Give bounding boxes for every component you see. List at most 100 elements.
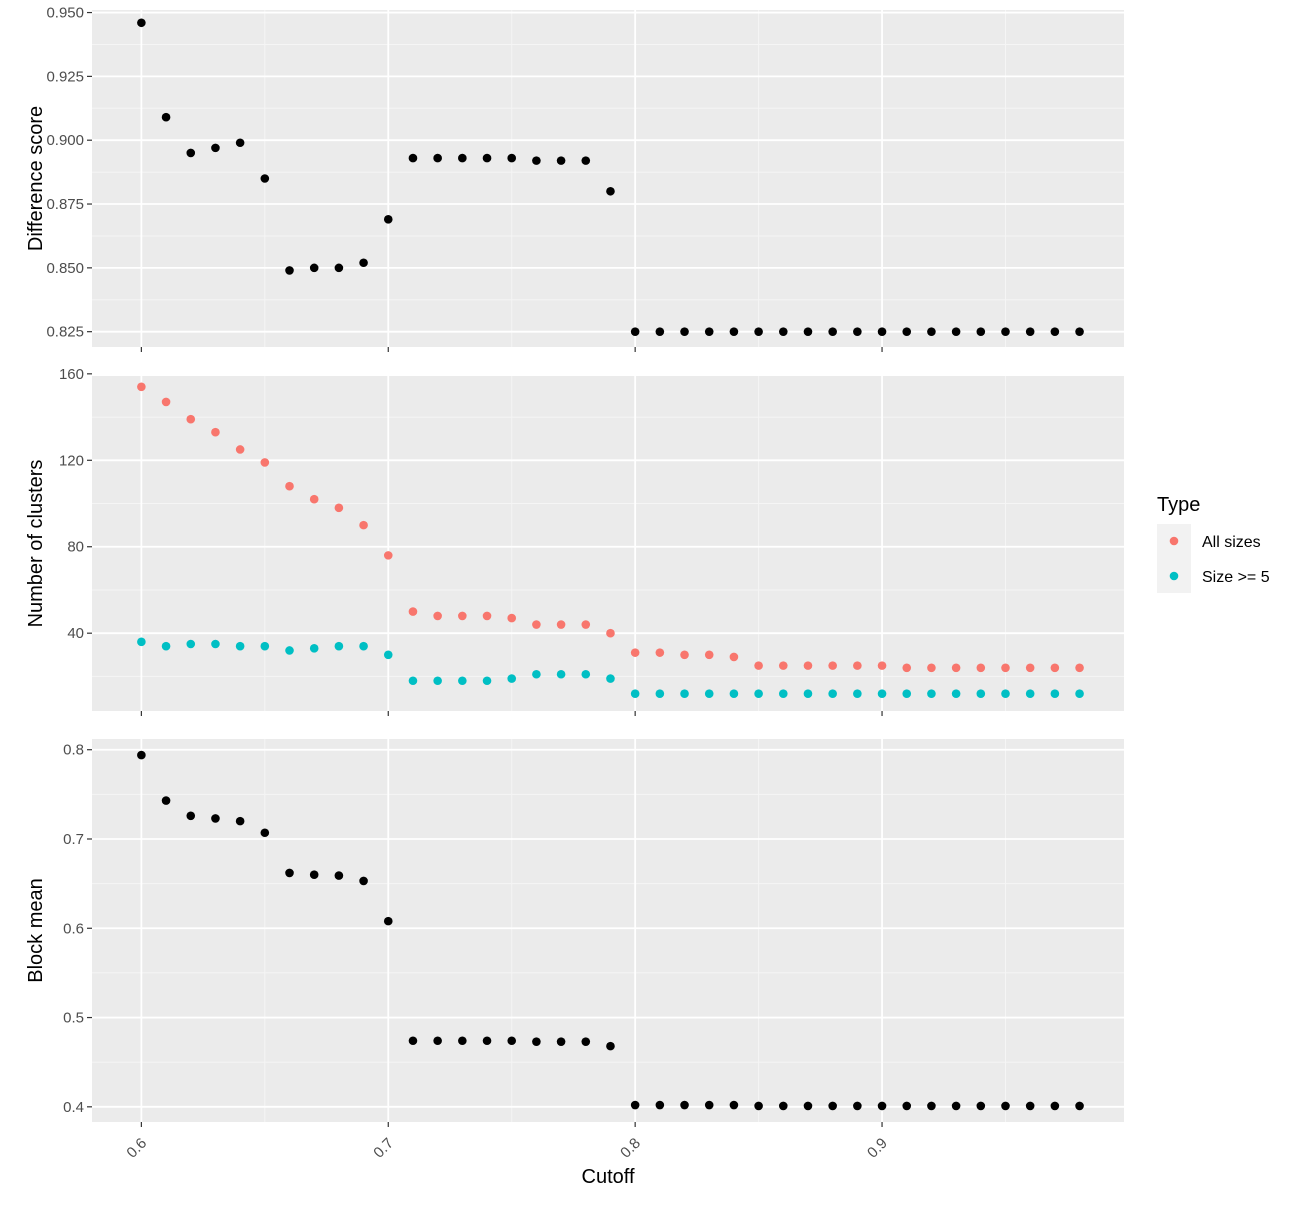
data-point: [408, 1036, 418, 1046]
data-point: [828, 1101, 837, 1111]
data-point: [754, 689, 763, 699]
y-tick-label: 160: [59, 366, 84, 383]
data-point: [1075, 1101, 1084, 1111]
data-point: [729, 1100, 739, 1110]
y-tick-label: 0.6: [63, 920, 84, 937]
data-point: [778, 327, 788, 336]
data-point: [235, 816, 245, 826]
data-point: [359, 876, 368, 886]
data-point: [458, 611, 467, 621]
panel-bottom: 0.4 0.5 0.6 0.7 0.8 Block mean 0.6 0.7 0.8 0.9 Cut…: [25, 739, 1124, 1188]
data-point: [507, 153, 517, 163]
data-point: [309, 870, 319, 880]
data-point: [729, 689, 739, 699]
data-point: [383, 215, 393, 224]
data-point: [1001, 663, 1010, 673]
data-point: [655, 327, 665, 336]
data-point: [704, 1100, 714, 1110]
data-point: [902, 663, 912, 673]
data-point: [211, 814, 220, 823]
legend-key: [1169, 536, 1179, 546]
x-tick-label: 0.7: [370, 1135, 397, 1162]
data-point: [803, 661, 813, 670]
data-point: [161, 397, 171, 407]
x-tick-label: 0.9: [864, 1135, 891, 1162]
y-tick-label: 0.7: [63, 831, 84, 848]
data-point: [581, 620, 591, 629]
y-axis-title: Number of clusters: [25, 460, 47, 628]
panel-background: [92, 739, 1124, 1122]
data-point: [161, 796, 171, 805]
data-point: [1025, 327, 1035, 336]
data-point: [532, 620, 541, 629]
y-tick-label: 120: [59, 452, 84, 469]
data-point: [532, 1037, 541, 1046]
data-point: [877, 689, 887, 699]
data-point: [137, 750, 146, 760]
data-point: [309, 263, 319, 273]
data-point: [211, 639, 220, 649]
data-point: [285, 646, 294, 655]
data-point: [853, 327, 862, 336]
data-point: [828, 327, 837, 336]
data-point: [1001, 1101, 1010, 1111]
data-point: [606, 628, 615, 638]
data-point: [383, 551, 393, 560]
data-point: [877, 327, 887, 336]
data-point: [137, 18, 146, 28]
y-tick-label: 0.875: [46, 196, 84, 213]
data-point: [704, 327, 714, 336]
y-tick-label: 0.8: [63, 742, 84, 759]
data-point: [630, 648, 640, 657]
data-point: [606, 186, 615, 196]
data-point: [532, 156, 541, 165]
data-point: [309, 644, 319, 653]
data-point: [260, 458, 270, 467]
data-point: [507, 674, 517, 683]
data-point: [161, 112, 171, 122]
data-point: [1050, 689, 1060, 699]
data-point: [606, 1041, 615, 1051]
data-point: [458, 153, 467, 163]
data-point: [1001, 327, 1010, 336]
data-point: [754, 661, 763, 670]
data-point: [853, 661, 862, 670]
data-point: [556, 669, 566, 679]
panel-background: [92, 10, 1124, 347]
y-tick-label: 0.4: [63, 1099, 84, 1116]
data-point: [680, 327, 689, 336]
data-point: [803, 689, 813, 699]
data-point: [902, 1101, 912, 1111]
data-point: [334, 641, 344, 651]
data-point: [828, 661, 837, 670]
x-tick-label: 0.6: [123, 1135, 150, 1162]
data-point: [853, 689, 862, 699]
data-point: [260, 828, 270, 838]
data-point: [235, 138, 245, 148]
y-tick-label: 0.850: [46, 260, 84, 277]
legend-label: All sizes: [1202, 534, 1261, 551]
data-point: [680, 1100, 689, 1110]
data-point: [927, 1101, 936, 1111]
y-tick-label: 40: [67, 625, 84, 642]
data-point: [655, 648, 665, 657]
y-tick-label: 80: [67, 539, 84, 556]
data-point: [482, 611, 492, 621]
data-point: [556, 1037, 566, 1046]
data-point: [137, 382, 146, 392]
data-point: [655, 1100, 665, 1110]
data-point: [482, 1036, 492, 1046]
data-point: [927, 663, 936, 673]
data-point: [285, 266, 294, 275]
data-point: [828, 689, 837, 699]
panel-background: [92, 376, 1124, 711]
data-point: [704, 650, 714, 660]
data-point: [408, 153, 418, 163]
data-point: [1075, 689, 1084, 699]
data-point: [408, 607, 418, 616]
data-point: [482, 676, 492, 686]
data-point: [161, 641, 171, 651]
data-point: [359, 258, 368, 268]
